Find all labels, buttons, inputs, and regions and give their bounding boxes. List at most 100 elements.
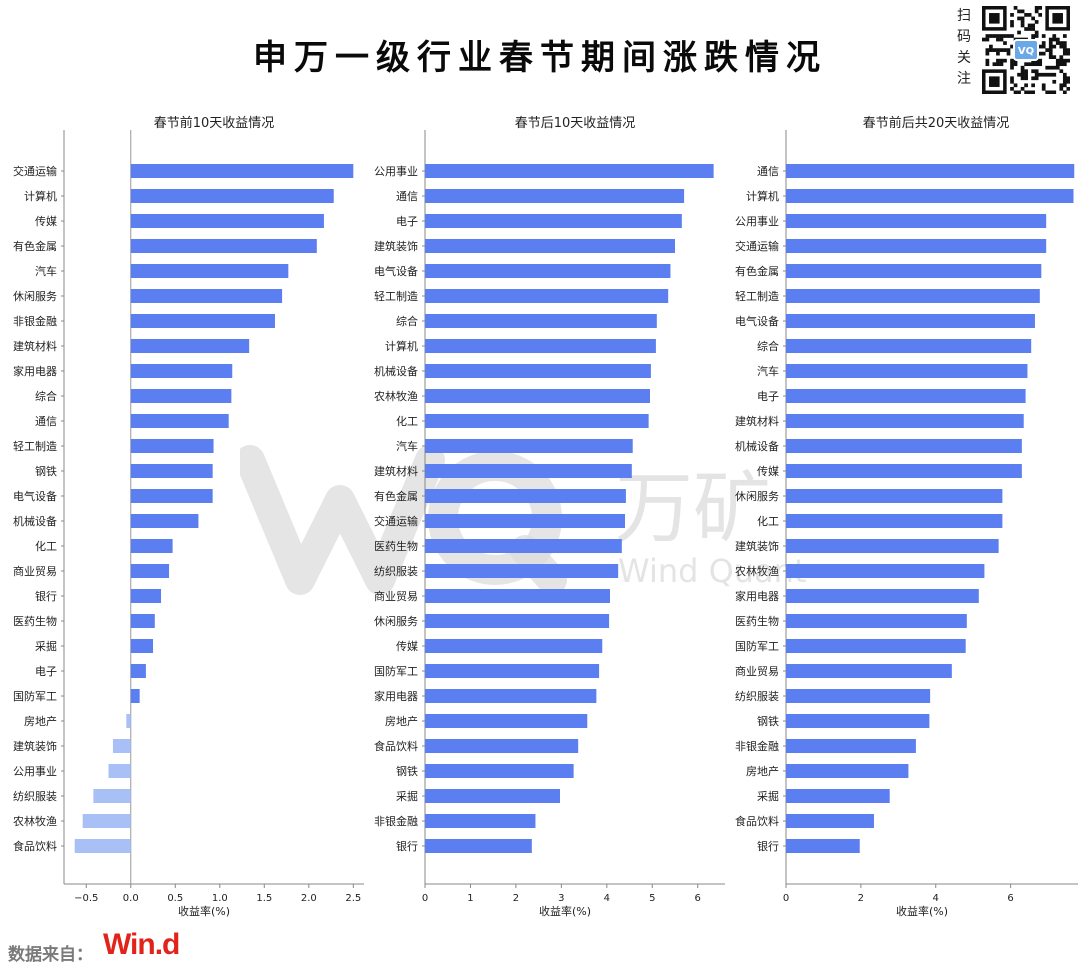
bar [425,539,622,553]
category-label: 食品饮料 [735,814,779,828]
bar [425,814,536,828]
bar [786,164,1075,178]
bar [786,614,967,628]
category-label: 公用事业 [374,165,418,178]
bar [130,364,233,378]
category-label: 纺织服装 [735,689,779,703]
category-label: 国防军工 [735,639,779,653]
watermark-en: Wind Quant [618,552,807,590]
bar [425,214,682,228]
panel-2-chart: 公用事业通信电子建筑装饰电气设备轻工制造综合计算机机械设备农林牧渔化工汽车建筑材… [374,130,725,918]
category-label: 建筑材料 [374,464,418,478]
bar [130,414,229,428]
panel-2-title: 春节后10天收益情况 [514,116,636,131]
category-label: 轻工制造 [13,439,57,453]
bar [425,389,650,403]
category-label: 化工 [396,414,418,428]
svg-text:VQ: VQ [1018,46,1034,57]
bar [425,639,603,653]
qr-caption-char: 关 [957,50,971,66]
category-label: 农林牧渔 [374,389,418,403]
bar [425,239,675,253]
bar [425,439,633,453]
bar [425,164,714,178]
category-label: 机械设备 [374,364,418,378]
x-tick-label: 2.5 [345,893,361,904]
panel-1-chart: 交通运输计算机传媒有色金属汽车休闲服务非银金融建筑材料家用电器综合通信轻工制造钢… [13,130,364,918]
bar [112,739,131,753]
category-label: 采掘 [396,789,418,803]
bar [786,664,952,678]
category-label: 建筑材料 [735,414,779,428]
source-logo: Win.d [103,928,180,961]
qr-code-graphic: VQ [982,6,1071,95]
category-label: 有色金属 [13,239,57,253]
category-label: 计算机 [24,189,57,203]
bar [130,214,324,228]
category-label: 农林牧渔 [735,564,779,578]
bar [130,514,199,528]
category-label: 机械设备 [735,439,779,453]
bar [130,589,162,603]
category-label: 建筑装饰 [13,739,57,753]
category-label: 纺织服装 [13,789,57,803]
x-tick-label: 6 [695,893,701,904]
bar [786,289,1040,303]
bar [786,739,916,753]
bar [425,339,656,353]
bar [786,439,1022,453]
category-label: 银行 [35,589,57,603]
category-label: 国防军工 [374,664,418,678]
page-title: 申万一级行业春节期间涨跌情况 [253,38,827,78]
category-label: 综合 [396,314,418,328]
x-tick-label: 0.5 [167,893,183,904]
category-label: 机械设备 [13,514,57,528]
bar [786,214,1047,228]
category-label: 电子 [757,390,779,403]
category-label: 家用电器 [374,689,418,703]
bar [425,464,632,478]
category-label: 银行 [396,839,418,853]
category-label: 有色金属 [374,489,418,503]
bar [130,314,275,328]
category-label: 商业贸易 [735,664,779,678]
category-label: 医药生物 [374,539,418,553]
category-label: 房地产 [24,714,57,728]
category-label: 综合 [35,389,57,403]
category-label: 采掘 [757,789,779,803]
bar [425,664,600,678]
bar [425,839,532,853]
category-label: 非银金融 [13,314,57,328]
category-label: 非银金融 [735,739,779,753]
bar [130,639,154,653]
category-label: 交通运输 [13,164,57,178]
category-label: 电气设备 [735,314,779,328]
category-label: 商业贸易 [374,589,418,603]
bar [130,389,232,403]
category-label: 传媒 [396,640,418,653]
bar [425,689,597,703]
category-label: 建筑装饰 [735,539,779,553]
bar [786,464,1022,478]
category-label: 建筑材料 [13,339,57,353]
category-label: 商业贸易 [13,564,57,578]
bar [786,589,979,603]
bar [786,314,1035,328]
qr-code-image[interactable]: VQ [982,6,1071,95]
category-label: 家用电器 [13,364,57,378]
bar [425,714,588,728]
bar [130,539,173,553]
bar [786,814,874,828]
category-label: 汽车 [757,364,779,378]
bar [126,714,131,728]
x-tick-label: 1.5 [256,893,272,904]
qr-caption-char: 注 [957,71,971,87]
bar [425,414,649,428]
category-label: 通信 [757,165,779,178]
qr-caption-char: 码 [957,29,971,45]
qr-caption-char: 扫 [957,8,971,24]
bar [425,489,626,503]
category-label: 有色金属 [735,264,779,278]
category-label: 化工 [757,514,779,528]
